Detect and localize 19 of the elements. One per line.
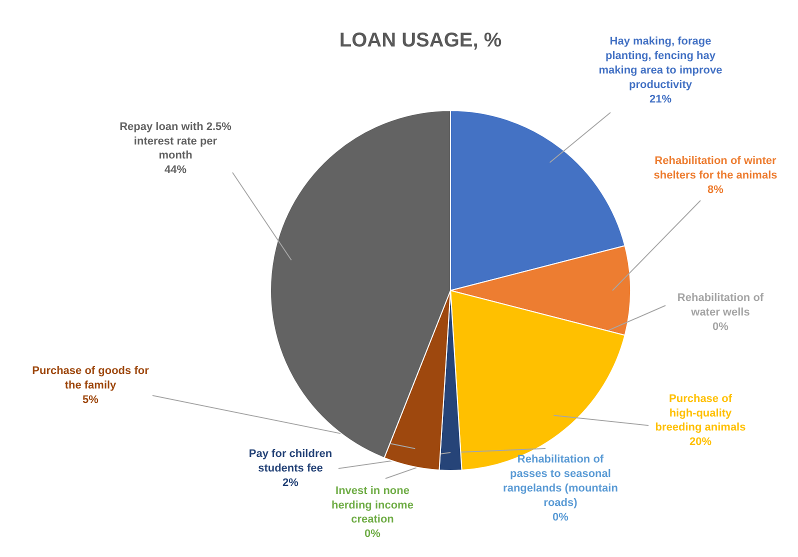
- slice-label: Purchase of goods for the family: [32, 365, 150, 392]
- data-label: 8%: [708, 184, 724, 196]
- category-label: Rehabilitation of passes to seasonal rangelands (mountain roads): [503, 454, 618, 509]
- data-label: 44%: [164, 164, 187, 176]
- text: 0%: [712, 320, 728, 333]
- text: 0%: [364, 528, 380, 540]
- slice-label: Purchase of high-quality breeding animals: [655, 392, 746, 434]
- slice-label: Repay loan with 2.5% interest rate per month: [120, 120, 232, 162]
- slice-label: Rehabilitation of winter shelters for the animals: [654, 155, 778, 182]
- data-label: 5%: [82, 394, 99, 406]
- slice-label: Hay making, forage planting, fencing hay making area to improve productivity: [598, 36, 722, 91]
- category-label: Rehabilitation of water wells: [677, 292, 764, 318]
- chart-title: LOAN USAGE, %: [339, 30, 502, 52]
- data-label: 21%: [649, 93, 672, 106]
- data-label: 2%: [282, 476, 299, 489]
- data-label: 20%: [689, 436, 712, 448]
- category-label: Invest in none herding income creation: [332, 484, 414, 526]
- slice-label: Pay for children students fee: [248, 448, 332, 474]
- text: 0%: [552, 511, 568, 524]
